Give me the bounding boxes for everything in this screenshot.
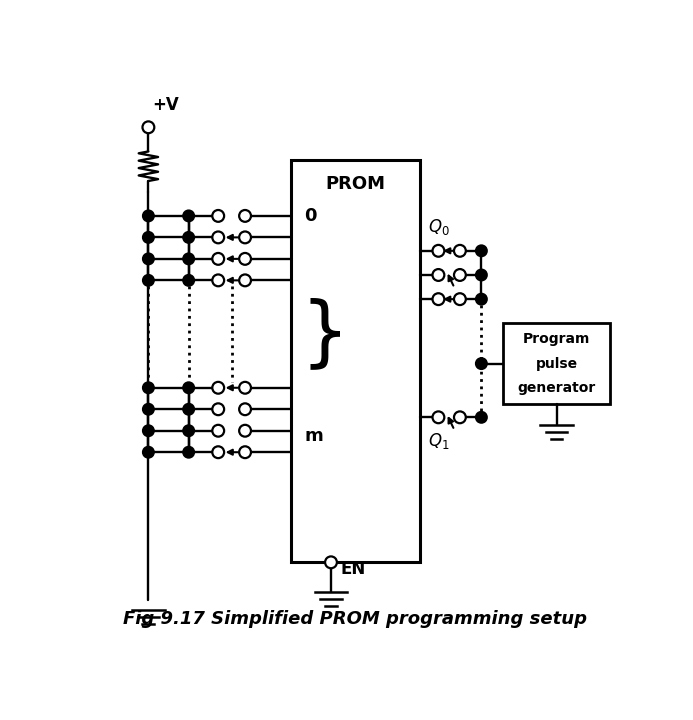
Circle shape bbox=[143, 232, 154, 243]
Circle shape bbox=[432, 269, 444, 281]
Text: $Q_1$: $Q_1$ bbox=[428, 431, 449, 451]
Circle shape bbox=[239, 382, 251, 394]
Circle shape bbox=[143, 447, 154, 458]
Circle shape bbox=[476, 359, 486, 369]
Circle shape bbox=[239, 425, 251, 436]
Text: PROM: PROM bbox=[325, 175, 385, 193]
Circle shape bbox=[143, 122, 155, 133]
Text: }: } bbox=[300, 297, 349, 371]
Circle shape bbox=[143, 275, 154, 286]
Text: +V: +V bbox=[152, 96, 179, 114]
Circle shape bbox=[476, 294, 486, 305]
Text: m: m bbox=[304, 427, 323, 445]
Circle shape bbox=[183, 253, 194, 264]
Circle shape bbox=[143, 404, 154, 415]
Circle shape bbox=[454, 411, 466, 423]
Circle shape bbox=[143, 426, 154, 436]
Circle shape bbox=[212, 425, 224, 436]
Circle shape bbox=[212, 446, 224, 458]
Circle shape bbox=[183, 382, 194, 393]
Text: $Q_0$: $Q_0$ bbox=[428, 217, 449, 237]
Circle shape bbox=[239, 210, 251, 222]
Circle shape bbox=[432, 245, 444, 257]
Bar bbox=[291, 160, 419, 562]
Circle shape bbox=[476, 269, 486, 280]
Circle shape bbox=[212, 382, 224, 394]
Circle shape bbox=[212, 253, 224, 265]
Circle shape bbox=[183, 426, 194, 436]
Circle shape bbox=[454, 269, 466, 281]
Circle shape bbox=[212, 210, 224, 222]
Circle shape bbox=[432, 293, 444, 305]
Circle shape bbox=[325, 557, 337, 568]
Circle shape bbox=[183, 210, 194, 221]
Circle shape bbox=[143, 210, 154, 221]
Circle shape bbox=[239, 231, 251, 243]
Circle shape bbox=[239, 446, 251, 458]
Text: Fig 9.17 Simplified PROM programming setup: Fig 9.17 Simplified PROM programming set… bbox=[123, 610, 587, 628]
Circle shape bbox=[432, 411, 444, 423]
Circle shape bbox=[183, 447, 194, 458]
Text: Program: Program bbox=[523, 333, 590, 346]
Circle shape bbox=[239, 274, 251, 287]
Text: 0: 0 bbox=[304, 207, 317, 225]
Circle shape bbox=[476, 246, 486, 256]
Circle shape bbox=[212, 403, 224, 415]
Circle shape bbox=[143, 253, 154, 264]
Text: pulse: pulse bbox=[536, 356, 578, 371]
Circle shape bbox=[239, 253, 251, 265]
Circle shape bbox=[454, 293, 466, 305]
Circle shape bbox=[183, 232, 194, 243]
Circle shape bbox=[143, 382, 154, 393]
Text: EN: EN bbox=[341, 559, 366, 577]
Circle shape bbox=[183, 404, 194, 415]
Circle shape bbox=[212, 274, 224, 287]
Circle shape bbox=[183, 275, 194, 286]
Circle shape bbox=[212, 231, 224, 243]
Circle shape bbox=[454, 245, 466, 257]
Bar bbox=[503, 323, 611, 404]
Circle shape bbox=[476, 412, 486, 423]
Text: generator: generator bbox=[518, 381, 596, 395]
Circle shape bbox=[239, 403, 251, 415]
